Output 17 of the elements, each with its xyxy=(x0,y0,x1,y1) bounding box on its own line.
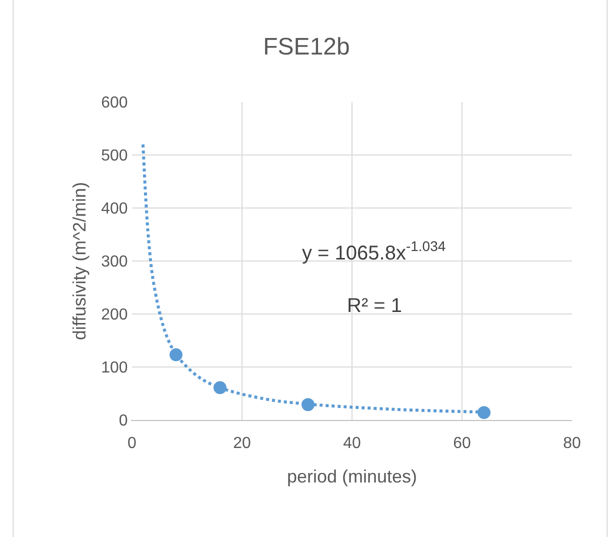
y-axis-title: diffusivity (m^2/min) xyxy=(69,182,90,340)
y-tick-label: 400 xyxy=(101,200,128,218)
y-tick-label: 500 xyxy=(101,148,128,165)
chart-title: FSE12b xyxy=(263,33,350,60)
y-tick-label: 0 xyxy=(118,412,128,430)
x-tick-label: 40 xyxy=(343,435,361,452)
y-tick-label: 200 xyxy=(101,306,128,324)
x-tick-label: 60 xyxy=(453,435,471,452)
point xyxy=(478,406,490,420)
x-axis-title: period (minutes) xyxy=(286,466,418,486)
y-tick-label: 300 xyxy=(101,254,128,271)
x-tick-label: 80 xyxy=(563,435,581,452)
y-tick-label: 600 xyxy=(101,94,128,112)
annotation: y = 1065.8x$^{-1.034}$ xyxy=(302,238,446,264)
x-tick-label: 20 xyxy=(233,435,251,452)
annotation: R² = 1 xyxy=(347,295,402,317)
y-tick-label: 100 xyxy=(101,360,128,377)
